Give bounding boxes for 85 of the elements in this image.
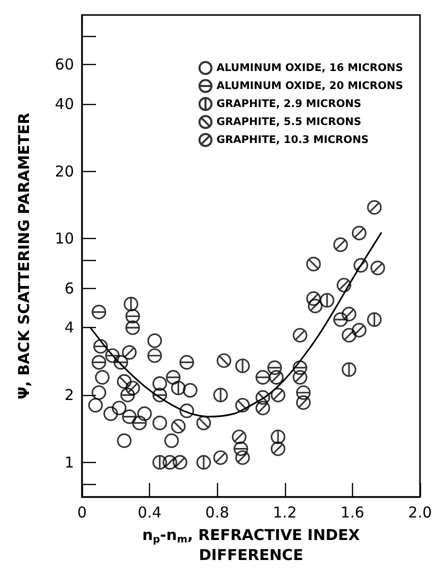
point	[164, 433, 179, 448]
point	[112, 400, 126, 416]
point	[342, 328, 356, 343]
point	[292, 328, 308, 343]
legend-label: GRAPHITE, 2.9 MICRONS	[216, 98, 362, 110]
x-tick-label: 1.2	[272, 504, 297, 522]
point	[92, 385, 106, 400]
point	[196, 416, 211, 430]
point	[342, 362, 356, 377]
point	[235, 450, 250, 465]
point	[333, 237, 348, 252]
y-tick-label: 4	[64, 318, 74, 337]
point	[232, 430, 246, 444]
y-tick-label: 2	[64, 386, 74, 404]
legend-label: GRAPHITE, 5.5 MICRONS	[216, 116, 362, 128]
legend-label: ALUMINUM OXIDE, 16 MICRONS	[216, 62, 404, 74]
point	[352, 226, 366, 240]
point	[182, 382, 198, 398]
point	[92, 304, 106, 320]
point	[296, 395, 311, 410]
point	[333, 312, 348, 327]
point	[292, 360, 308, 375]
point	[147, 348, 162, 363]
point	[367, 200, 382, 215]
point	[367, 312, 382, 327]
point	[216, 353, 232, 368]
point	[179, 355, 194, 370]
point	[171, 380, 186, 396]
point	[125, 320, 140, 335]
point	[116, 433, 132, 448]
point	[94, 370, 110, 385]
point	[213, 450, 228, 465]
point	[171, 418, 186, 434]
point	[342, 306, 356, 322]
x-tick-label: 0	[77, 504, 87, 522]
point	[256, 370, 270, 385]
point	[137, 406, 152, 422]
point	[234, 441, 248, 456]
point	[354, 258, 368, 273]
y-tick-label: 60	[54, 56, 74, 74]
point	[336, 278, 352, 292]
point	[166, 370, 181, 385]
point	[152, 455, 168, 470]
point	[308, 298, 323, 314]
point	[122, 345, 137, 360]
y-tick-label: 6	[64, 279, 74, 298]
point	[320, 293, 334, 308]
point	[88, 398, 103, 413]
y-tick-label: 1	[64, 453, 74, 472]
point	[147, 333, 162, 348]
point	[306, 256, 321, 272]
point	[267, 360, 282, 375]
point	[296, 385, 311, 400]
point	[93, 339, 108, 354]
point	[270, 388, 286, 402]
legend-label: ALUMINUM OXIDE, 20 MICRONS	[216, 80, 404, 92]
point	[152, 416, 168, 430]
point	[162, 455, 178, 470]
y-tick-label: 10	[54, 230, 74, 248]
point	[292, 370, 308, 385]
point	[269, 370, 284, 385]
point	[122, 409, 137, 424]
y-axis-title: Ψ, BACK SCATTERING PARAMETER	[15, 112, 33, 400]
point	[152, 388, 168, 402]
point	[235, 358, 250, 374]
x-tick-label: 0.8	[205, 504, 230, 522]
y-tick-label: 40	[54, 95, 74, 114]
point	[213, 388, 228, 402]
y-tick-label: 20	[54, 162, 74, 180]
x-tick-label: 1.6	[340, 504, 364, 522]
point	[125, 380, 140, 396]
point	[235, 398, 250, 413]
legend-label: GRAPHITE, 10.3 MICRONS	[216, 134, 369, 146]
point	[172, 455, 188, 470]
point	[352, 322, 366, 338]
point	[179, 404, 194, 418]
point	[92, 355, 106, 370]
point	[152, 376, 168, 391]
point	[132, 416, 147, 430]
x-tick-label: 0.4	[138, 504, 162, 522]
point	[306, 291, 321, 306]
point	[196, 455, 211, 470]
point	[370, 260, 386, 276]
point	[103, 406, 118, 422]
x-tick-label: 2.0	[408, 504, 432, 522]
